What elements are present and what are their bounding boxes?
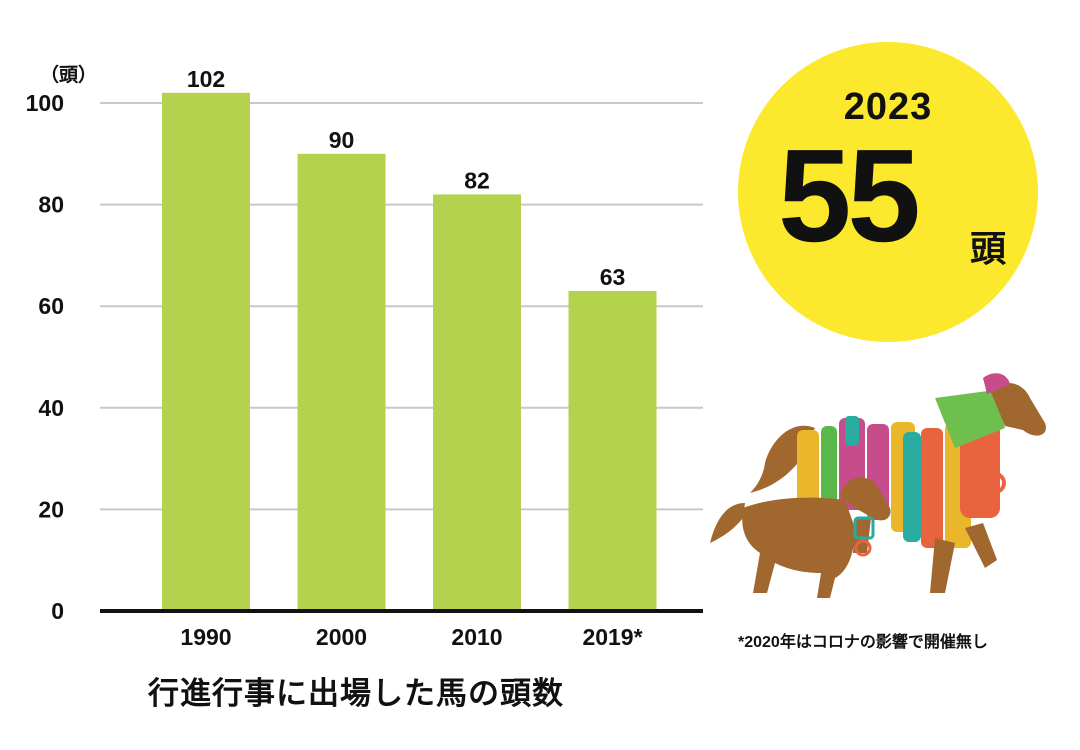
bar [568,290,657,611]
horses-icon [710,373,1046,598]
bar [433,194,521,611]
bar-value-label: 63 [600,264,626,290]
chart-x-label: 行進行事に出場した馬の頭数 [148,676,564,711]
y-tick-label: 20 [38,496,64,522]
y-tick-label: 100 [26,90,64,116]
highlight-badge: 2023 55 頭 [738,42,1038,342]
y-unit-label: （頭） [40,65,98,86]
y-tick-label: 40 [38,395,64,421]
highlight-unit: 頭 [970,228,1007,269]
bar-chart: 0 20 40 60 80 100 102 1990 90 2000 82 2010 63 2019* [26,66,703,650]
footnote: *2020年はコロナの影響で開催無し [738,634,988,651]
y-tick-label: 60 [38,293,64,319]
y-tick-label: 0 [51,598,64,624]
bar [162,92,250,612]
bar [297,153,386,612]
bar-value-label: 102 [187,66,225,92]
bar-value-label: 90 [329,127,355,153]
x-tick-label: 2010 [451,624,502,650]
y-tick-label: 80 [38,192,64,218]
x-tick-label: 1990 [180,624,231,650]
bar-value-label: 82 [464,167,490,193]
x-tick-label: 2019* [582,624,642,650]
highlight-count: 55 [778,122,921,269]
x-tick-label: 2000 [316,624,367,650]
highlight-year: 2023 [843,86,933,128]
